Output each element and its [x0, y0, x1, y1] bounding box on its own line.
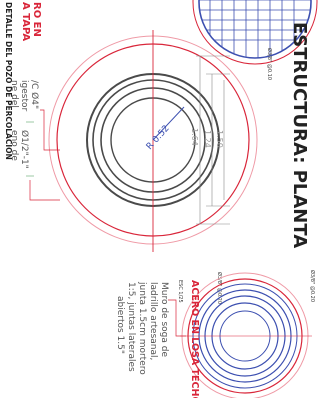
small-ref-3: Ø3/8" @0.20 — [216, 272, 223, 304]
left-note-1: ne del — [9, 80, 19, 108]
left-note-2: igestor — [19, 80, 29, 111]
leader-lines — [29, 109, 60, 201]
detail-title: DETALLE DEL POZO DE PERCOLACION — [4, 2, 13, 160]
dimensions — [196, 55, 230, 225]
acero-losa-label: ACERO EN LOSA TECHO — [189, 280, 200, 398]
dim-inner: 1.50 — [215, 130, 224, 148]
right-note-1: Muro de soga de — [159, 282, 169, 357]
radius-label: R 0.52 — [145, 124, 172, 152]
dim-outer: 1.64 — [190, 128, 199, 146]
green-marks — [26, 121, 34, 177]
left-note-4: eno de — [9, 130, 19, 161]
left-notes: ne del igestor /C Ø4" eno de Ø1/2"-1" — [9, 80, 40, 169]
small-ref-4: ESC 1/25 — [177, 280, 183, 303]
pozo-plan: R 0.52 — [48, 30, 258, 252]
small-ref-1: Ø3/8" @0.10 — [266, 48, 273, 80]
acero-tapa-line2: A TAPA — [20, 2, 31, 41]
right-note-3: junta 1.5cm mortero — [137, 281, 147, 375]
sheet-title: ESTRUCTURA: PLANTA — [289, 22, 310, 248]
right-note-5: abiertos 1.5" — [115, 296, 125, 354]
acero-tapa-label: RO EN A TAPA — [20, 2, 42, 41]
right-note-4: 1:5, juntas laterales — [126, 282, 136, 372]
small-ref-2: Ø3/8" @0.20 — [309, 270, 316, 302]
dim-mid: 1.24 — [203, 130, 212, 148]
right-note-2: ladrillo artesanal, — [148, 282, 158, 360]
note-leader — [168, 299, 186, 337]
left-note-3: /C Ø4" — [29, 80, 40, 109]
acero-tapa-line1: RO EN — [31, 2, 42, 37]
left-note-5: Ø1/2"-1" — [19, 130, 30, 169]
right-notes: Muro de soga de ladrillo artesanal, junt… — [115, 281, 169, 375]
